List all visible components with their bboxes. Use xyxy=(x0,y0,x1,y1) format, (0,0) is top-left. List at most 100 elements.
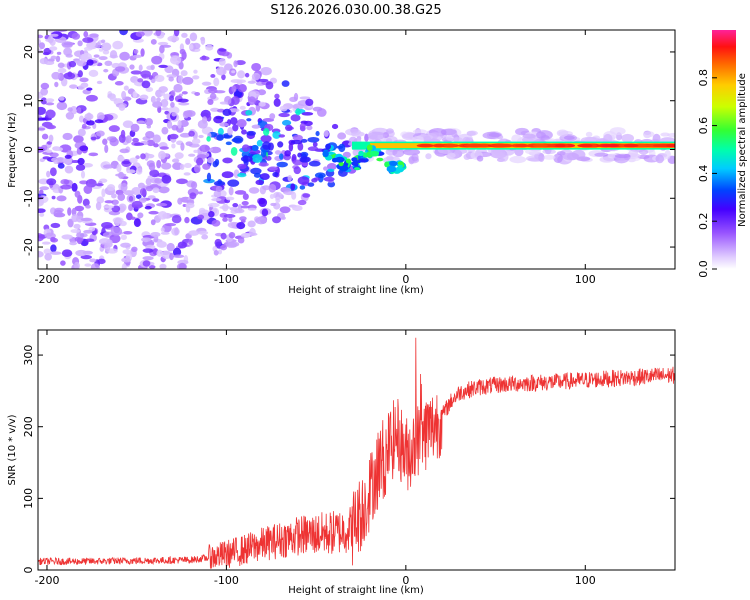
spectrogram-cell xyxy=(453,137,464,144)
spectrogram-cell xyxy=(40,97,48,105)
spectrogram-cell xyxy=(132,137,139,143)
spectrogram-cell xyxy=(86,59,94,66)
spectrogram-cell xyxy=(103,205,115,209)
spectrogram-cell xyxy=(364,133,369,142)
spectrogram-cell xyxy=(86,87,93,91)
spectrogram-cell xyxy=(268,166,278,171)
spectrogram-cell xyxy=(331,123,339,130)
spectrogram-cell xyxy=(40,87,49,96)
spectrogram-cell xyxy=(173,83,183,93)
spectrogram-cell xyxy=(232,203,239,208)
spectrogram-cell xyxy=(97,258,106,265)
spectrogram-cell xyxy=(83,185,93,194)
spectrogram-cell xyxy=(65,111,75,120)
spectrogram-signal-peak xyxy=(666,143,675,148)
spectrogram-cell xyxy=(327,168,335,172)
spectrogram-cell xyxy=(140,153,146,160)
spectrogram-cell xyxy=(83,229,93,234)
spectrogram-cell xyxy=(205,44,214,51)
spectrogram-cell xyxy=(60,179,70,185)
spectrogram-cell xyxy=(85,94,98,102)
spectrogram-cell xyxy=(299,123,306,130)
spectrogram-cell xyxy=(290,139,303,145)
spectrogram-cell xyxy=(358,150,364,157)
spectrogram-cell xyxy=(173,254,185,259)
spectrogram-cell xyxy=(621,133,635,143)
spectrogram-cell xyxy=(38,251,44,258)
spectrogram-cell xyxy=(563,135,575,140)
spectrogram-cell xyxy=(38,189,44,195)
spectrogram-cell xyxy=(101,221,113,229)
spectrogram-xtick-label: -100 xyxy=(214,273,239,286)
spectrogram-cell xyxy=(150,231,161,238)
spectrogram-cell xyxy=(39,212,45,217)
spectrogram-cell xyxy=(120,234,127,240)
spectrogram-cell xyxy=(60,260,66,266)
spectrogram-cell xyxy=(144,205,152,210)
spectrogram-cell xyxy=(120,182,128,192)
spectrogram-cell xyxy=(119,51,130,61)
spectrogram-cell xyxy=(247,207,257,211)
spectrogram-cell xyxy=(386,155,394,161)
spectrogram-cell xyxy=(234,208,245,214)
spectrogram-cell xyxy=(152,198,160,202)
spectrogram-cell xyxy=(412,135,425,144)
spectrogram-cell xyxy=(228,216,233,223)
spectrogram-cell xyxy=(45,98,55,103)
spectrogram-cell xyxy=(237,172,247,178)
spectrogram-cell xyxy=(75,249,88,257)
spectrogram-cell xyxy=(154,178,163,184)
spectrogram-cell xyxy=(353,167,361,171)
spectrogram-cell xyxy=(511,134,522,144)
colorbar-tick-label: 0.0 xyxy=(697,260,710,278)
spectrogram-cell xyxy=(395,166,405,173)
spectrogram-cell xyxy=(57,62,65,69)
spectrogram-cell xyxy=(164,222,177,227)
spectrogram-cell xyxy=(293,166,301,175)
spectrogram-cell xyxy=(323,166,328,171)
spectrogram-cell xyxy=(237,70,246,79)
spectrogram-cell xyxy=(270,202,277,207)
spectrogram-cell xyxy=(183,172,191,176)
spectrogram-cell xyxy=(81,123,87,129)
spectrogram-cell xyxy=(53,159,59,165)
spectrogram-cell xyxy=(84,113,94,120)
spectrogram-cell xyxy=(261,208,269,217)
spectrogram-signal-peak xyxy=(491,143,515,148)
snr-ticks: -200 -100 0 100 0 100 200 300 xyxy=(22,330,675,587)
spectrogram-cell xyxy=(148,162,156,171)
spectrogram-cell xyxy=(225,196,235,201)
spectrogram-cell xyxy=(667,132,675,138)
spectrogram-cell xyxy=(664,149,671,160)
spectrogram-cell xyxy=(69,84,78,89)
snr-ytick-label: 100 xyxy=(22,488,35,509)
spectrogram-cell xyxy=(45,109,56,119)
spectrogram-cell xyxy=(145,177,152,186)
snr-xtick-label: 0 xyxy=(402,574,409,587)
spectrogram-cell xyxy=(71,182,78,192)
spectrogram-cell xyxy=(75,164,86,171)
spectrogram-cell xyxy=(86,120,95,126)
spectrogram-cell xyxy=(90,263,100,269)
spectrogram-cell xyxy=(241,129,247,135)
spectrogram-cell xyxy=(38,48,43,54)
spectrogram-cell xyxy=(156,241,167,248)
spectrogram-cell xyxy=(122,249,131,255)
spectrogram-cell xyxy=(184,162,192,169)
spectrogram-cell xyxy=(315,131,320,137)
spectrogram-cell xyxy=(281,119,292,126)
spectrogram-cell xyxy=(48,134,54,143)
spectrogram-cell xyxy=(64,165,74,174)
spectrogram-cell xyxy=(251,144,259,152)
spectrogram-cell xyxy=(322,150,329,158)
spectrogram-cell xyxy=(219,122,229,127)
spectrogram-cell xyxy=(300,138,308,143)
spectrogram-cell xyxy=(67,218,74,228)
snr-xtick-label: -200 xyxy=(34,574,59,587)
spectrogram-cell xyxy=(145,87,154,92)
spectrogram-cell xyxy=(509,155,527,164)
spectrogram-cell xyxy=(272,171,279,178)
spectrogram-cell xyxy=(189,44,194,50)
spectrogram-cell xyxy=(199,56,210,61)
